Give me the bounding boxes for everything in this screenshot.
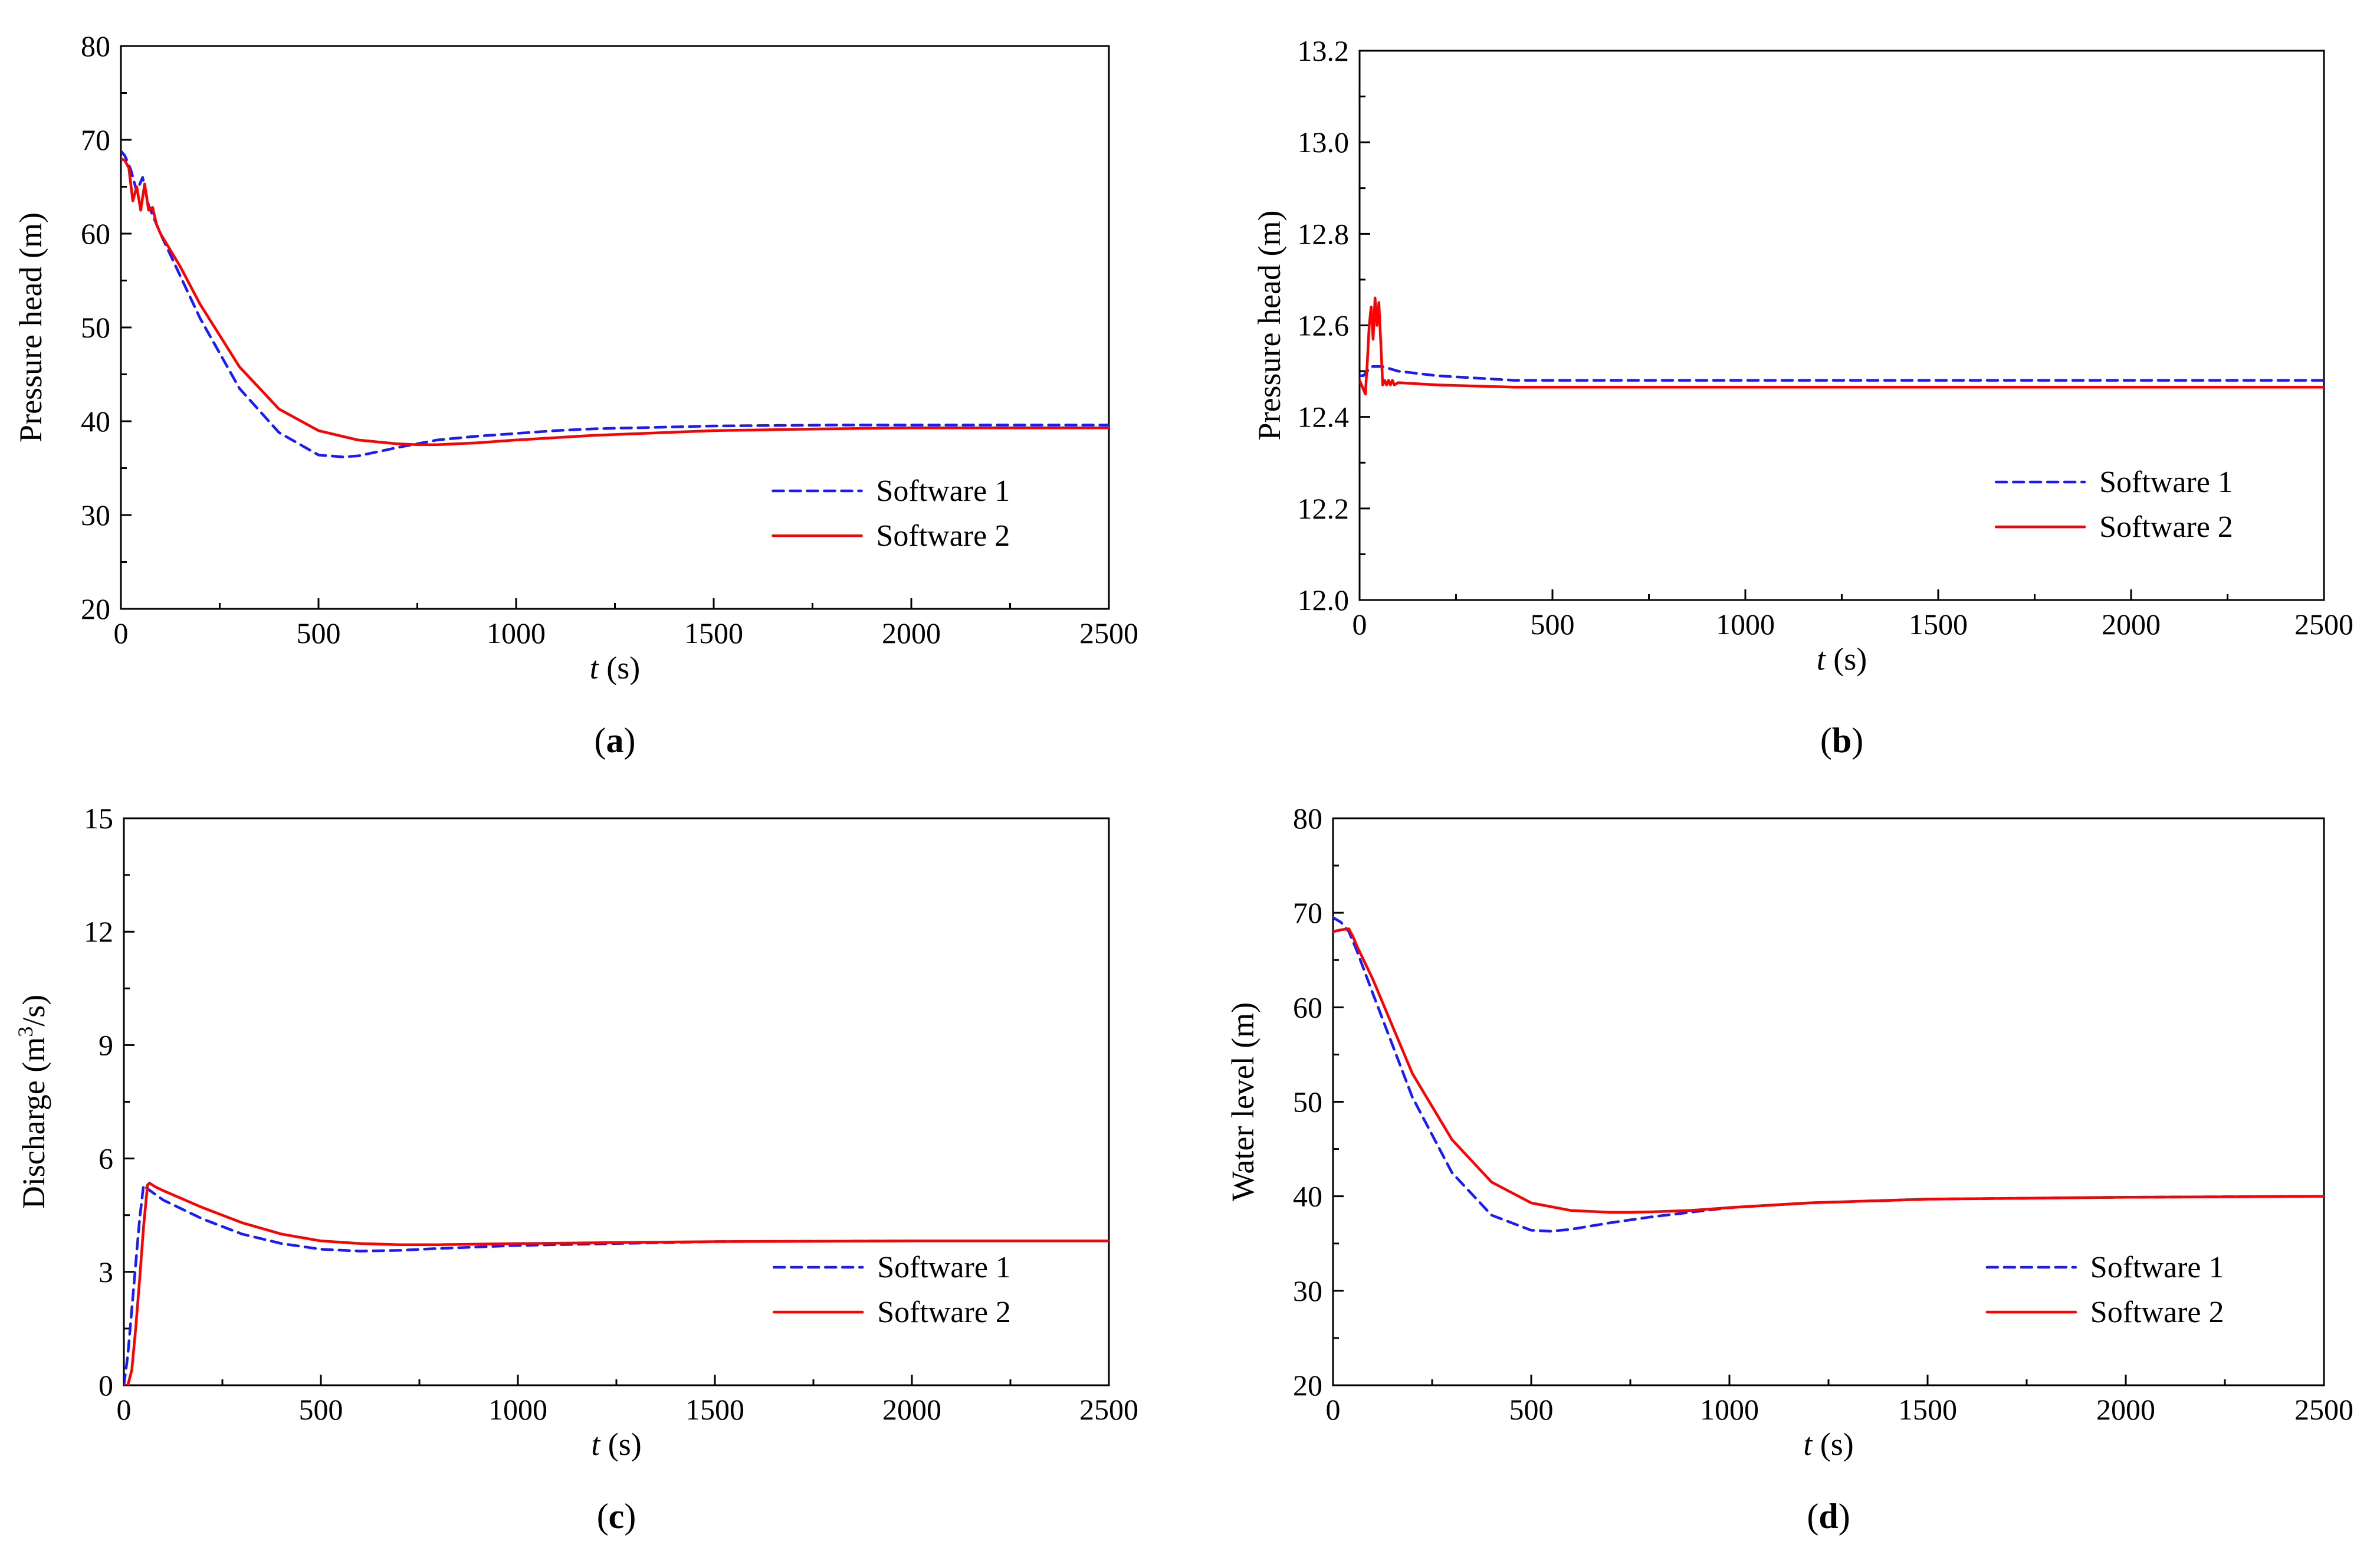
x-tick-label: 1500 <box>684 617 743 650</box>
y-tick-label: 12.2 <box>1298 492 1350 525</box>
y-tick-label: 50 <box>81 311 110 344</box>
y-tick-label: 20 <box>1293 1369 1322 1402</box>
x-tick-label: 500 <box>1531 608 1575 641</box>
x-axis-label: t (s) <box>591 1427 642 1462</box>
series-line-1 <box>1360 365 2324 382</box>
y-axis-label: Discharge (m3/s) <box>14 995 51 1209</box>
x-tick-label: 1000 <box>1700 1393 1759 1426</box>
series-line-1 <box>1333 916 2324 1233</box>
x-tick-label: 2000 <box>882 617 941 650</box>
x-tick-label: 2000 <box>2096 1393 2155 1426</box>
series-line-1 <box>121 149 1109 458</box>
y-tick-label: 60 <box>81 217 110 250</box>
x-tick-label: 2500 <box>1079 1393 1138 1426</box>
series-group <box>124 1181 1109 1385</box>
x-tick-label: 0 <box>114 617 129 650</box>
y-tick-label: 70 <box>81 123 110 156</box>
y-tick-label: 12.8 <box>1298 217 1350 250</box>
y-tick-label: 12.6 <box>1298 309 1350 342</box>
x-tick-label: 2500 <box>2294 1393 2353 1426</box>
y-tick-label: 40 <box>81 405 110 438</box>
x-tick-label: 1500 <box>1898 1393 1957 1426</box>
x-tick-label: 500 <box>1509 1393 1554 1426</box>
y-tick-label: 0 <box>99 1369 113 1402</box>
x-tick-label: 1000 <box>487 617 546 650</box>
x-tick-label: 2500 <box>1079 617 1138 650</box>
x-tick-label: 2000 <box>2102 608 2161 641</box>
x-tick-label: 1500 <box>685 1393 744 1426</box>
series-line-2 <box>1333 927 2324 1214</box>
x-tick-label: 2500 <box>2294 608 2353 641</box>
y-axis-label: Water level (m) <box>1225 1002 1260 1201</box>
y-axis-label: Pressure head (m) <box>1252 211 1287 441</box>
y-tick-label: 20 <box>81 592 110 625</box>
panel-label: (a) <box>595 721 636 760</box>
legend-label-1: Software 1 <box>2090 1251 2224 1284</box>
x-tick-label: 1500 <box>1909 608 1968 641</box>
legend-label-1: Software 1 <box>877 1251 1011 1284</box>
chart-panel-c: 0 500 1000 1500 2000 2500 0 3 6 9 12 15 t (s) Dischar… <box>14 802 1138 1536</box>
panel-label: (d) <box>1807 1497 1850 1536</box>
legend-label-2: Software 2 <box>2099 510 2233 544</box>
y-tick-label: 3 <box>99 1255 113 1289</box>
series-line-2 <box>124 1181 1109 1385</box>
x-axis-label: t (s) <box>1803 1427 1854 1462</box>
x-tick-label: 1000 <box>1716 608 1775 641</box>
y-tick-label: 80 <box>1293 802 1322 835</box>
x-tick-label: 500 <box>299 1393 343 1426</box>
y-tick-label: 15 <box>84 802 113 835</box>
legend-label-1: Software 1 <box>2099 465 2233 499</box>
x-tick-label: 500 <box>297 617 341 650</box>
x-tick-label: 1000 <box>488 1393 547 1426</box>
legend-label-1: Software 1 <box>877 474 1010 508</box>
x-axis-label: t (s) <box>1817 641 1867 677</box>
y-tick-label: 6 <box>99 1142 113 1175</box>
legend-label-2: Software 2 <box>877 1296 1011 1329</box>
y-tick-label: 9 <box>99 1028 113 1061</box>
y-tick-label: 13.2 <box>1298 34 1350 67</box>
legend-label-2: Software 2 <box>877 519 1010 553</box>
series-line-1 <box>124 1183 1109 1385</box>
y-tick-label: 12 <box>84 915 113 948</box>
panel-label: (c) <box>597 1497 636 1536</box>
y-tick-label: 30 <box>1293 1274 1322 1307</box>
chart-panel-d: 0 500 1000 1500 2000 2500 20 30 40 50 60 70 80 t (s) W… <box>1225 802 2353 1536</box>
y-tick-label: 60 <box>1293 991 1322 1024</box>
series-line-2 <box>121 157 1109 447</box>
legend-label-2: Software 2 <box>2090 1296 2224 1329</box>
chart-panel-b: 0 500 1000 1500 2000 2500 12.0 12.2 12.4 12.6 12.8… <box>1252 34 2353 760</box>
y-tick-label: 12.4 <box>1298 401 1350 434</box>
series-line-2 <box>1360 296 2324 396</box>
chart-panel-a: 0 500 1000 1500 2000 2500 20 30 40 50 60 70 80 t (s) P… <box>13 29 1138 760</box>
y-tick-label: 40 <box>1293 1180 1322 1213</box>
x-tick-label: 2000 <box>882 1393 941 1426</box>
y-tick-label: 13.0 <box>1298 126 1350 159</box>
x-axis-label: t (s) <box>590 650 641 686</box>
x-tick-label: 0 <box>117 1393 132 1426</box>
x-tick-label: 0 <box>1353 608 1367 641</box>
y-tick-label: 70 <box>1293 896 1322 929</box>
series-group <box>1360 296 2324 396</box>
y-axis-label: Pressure head (m) <box>13 212 48 442</box>
y-tick-label: 80 <box>81 29 110 63</box>
series-group <box>121 149 1109 458</box>
x-tick-label: 0 <box>1326 1393 1341 1426</box>
y-tick-label: 30 <box>81 499 110 532</box>
panel-label: (b) <box>1820 721 1863 760</box>
y-tick-label: 12.0 <box>1298 583 1350 617</box>
y-tick-label: 50 <box>1293 1086 1322 1119</box>
series-group <box>1333 916 2324 1233</box>
